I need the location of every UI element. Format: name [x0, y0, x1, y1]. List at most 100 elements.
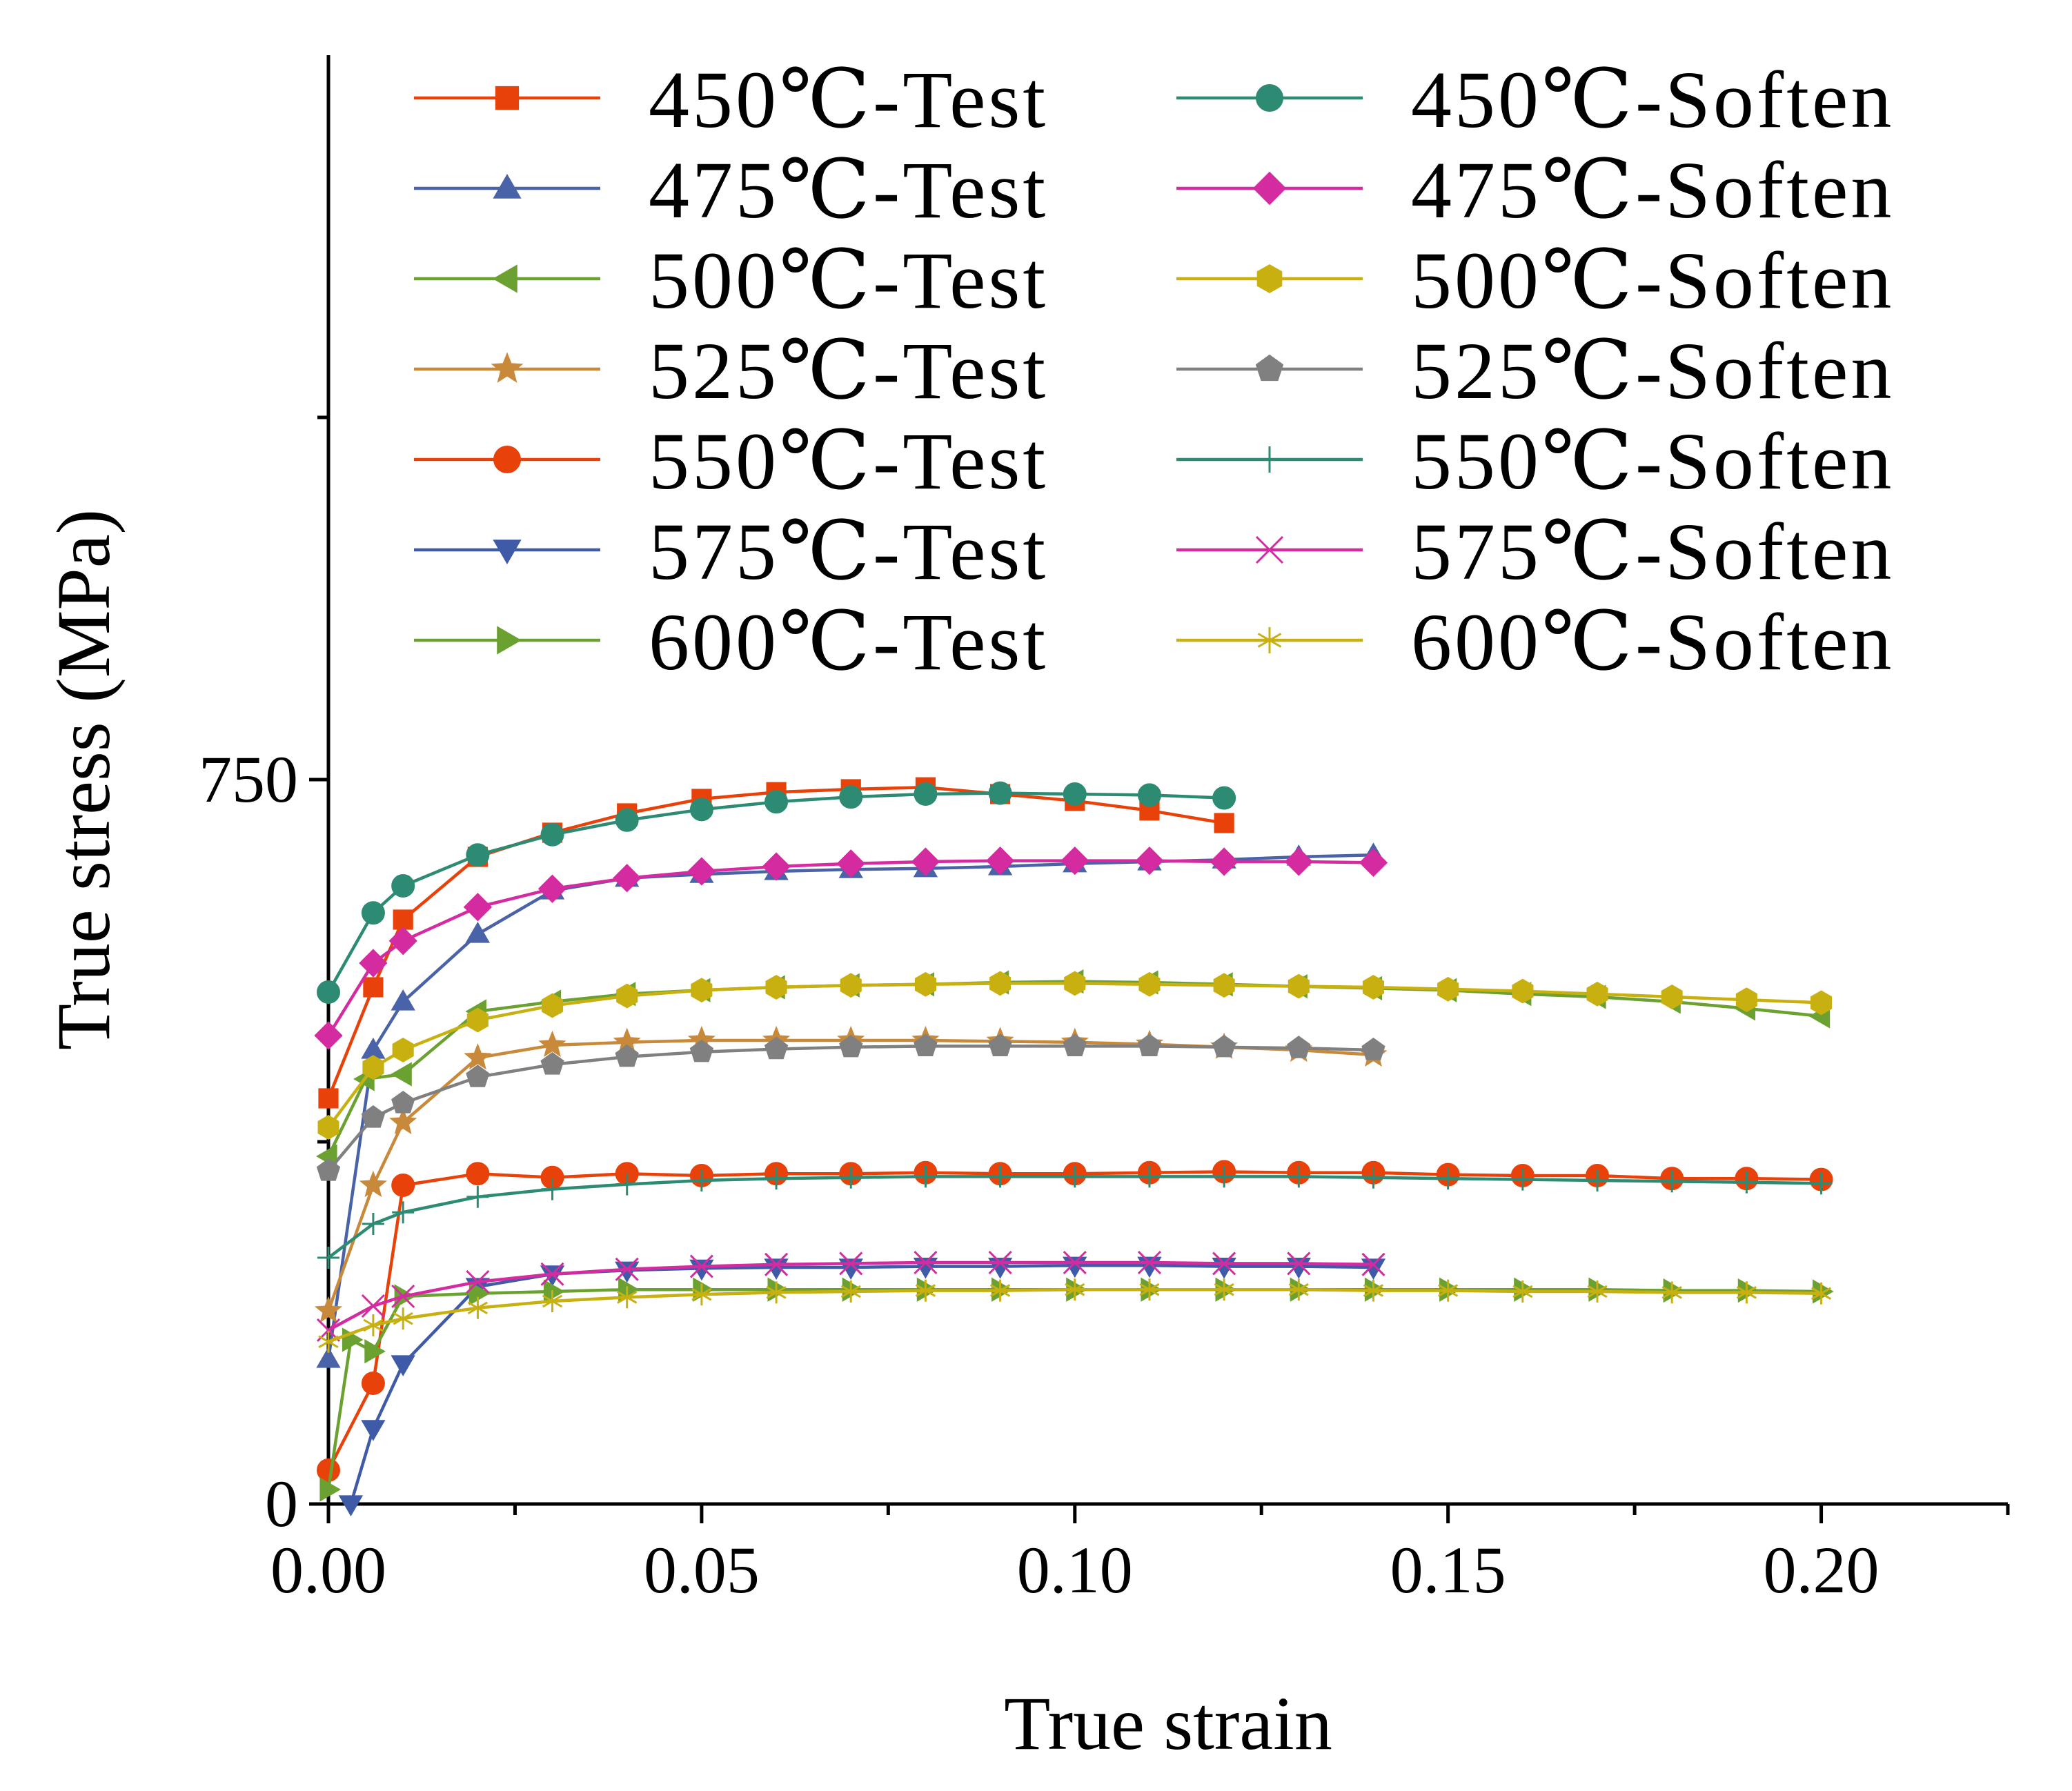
x-tick-label: 0.05	[644, 1533, 760, 1607]
data-point	[543, 1279, 565, 1304]
data-point	[613, 864, 642, 893]
data-point	[314, 1021, 343, 1050]
legend-label: 550℃-Test	[649, 416, 1048, 506]
data-point	[359, 1170, 387, 1198]
data-point	[985, 846, 1015, 875]
data-point	[1361, 1037, 1385, 1060]
data-point	[1212, 1251, 1236, 1276]
legend-label: 450℃-Test	[649, 55, 1048, 145]
data-point	[840, 973, 862, 998]
legend-marker	[497, 626, 522, 655]
data-point	[989, 1279, 1011, 1302]
data-point	[616, 983, 638, 1009]
data-point	[762, 852, 791, 881]
legend-item: 475℃-Soften	[1176, 145, 1891, 235]
data-point	[314, 1296, 343, 1323]
data-point	[1064, 971, 1086, 996]
data-point	[1060, 846, 1089, 875]
series-575c-test	[338, 1256, 1386, 1516]
legend-label: 600℃-Test	[649, 597, 1048, 687]
data-point	[359, 949, 388, 978]
data-point	[466, 843, 490, 867]
y-tick-label: 0	[265, 1467, 298, 1541]
legend-label: 525℃-Soften	[1411, 326, 1894, 416]
data-point	[540, 822, 564, 847]
series-line	[327, 982, 1822, 1129]
legend-label: 575℃-Test	[649, 506, 1048, 597]
data-point	[393, 1307, 413, 1330]
series-line	[349, 1263, 1374, 1505]
data-point	[319, 1477, 342, 1502]
data-point	[361, 1294, 385, 1318]
data-point	[1065, 1278, 1085, 1301]
data-point	[1437, 1167, 1459, 1190]
legend-item: 475℃-Test	[414, 145, 1045, 235]
data-point	[316, 1346, 341, 1368]
data-point	[1213, 973, 1235, 998]
data-point	[989, 971, 1012, 996]
x-axis-title: True strain	[1004, 1681, 1332, 1765]
data-point	[391, 1355, 415, 1376]
data-point	[361, 1420, 386, 1441]
data-point	[1287, 973, 1310, 999]
series-line	[326, 785, 1225, 1099]
data-point	[362, 1213, 384, 1235]
data-point	[839, 1034, 863, 1058]
data-point	[363, 977, 384, 998]
legend-marker	[1255, 535, 1284, 564]
data-point	[318, 1330, 339, 1353]
series-550c-soften	[317, 1165, 1833, 1269]
data-point	[391, 989, 415, 1011]
data-point	[1661, 1281, 1682, 1304]
series-450c-soften	[317, 781, 1236, 1004]
data-point	[1284, 847, 1313, 876]
data-point	[1810, 1282, 1832, 1305]
series-line	[327, 1260, 1374, 1332]
legend-label: 450℃-Soften	[1411, 55, 1894, 145]
data-point	[989, 1165, 1012, 1188]
data-point	[840, 1280, 861, 1303]
series-550c-test	[317, 1160, 1833, 1482]
legend-marker	[1252, 171, 1287, 206]
legend-item: 550℃-Soften	[1176, 416, 1894, 506]
ticks	[309, 415, 2010, 1523]
data-point	[914, 971, 936, 997]
data-point	[1511, 1168, 1534, 1191]
data-point	[764, 790, 789, 814]
data-point	[1138, 1165, 1161, 1188]
data-point	[1359, 848, 1388, 878]
series-line	[327, 1045, 1374, 1172]
data-point	[691, 978, 713, 1003]
data-point	[839, 785, 863, 809]
data-point	[1063, 1165, 1086, 1188]
data-point	[689, 1254, 713, 1278]
legend-label: 525℃-Test	[649, 326, 1048, 416]
data-point	[1135, 846, 1164, 875]
legend-marker	[493, 540, 522, 565]
data-point	[1362, 1166, 1385, 1189]
x-tick-label: 0.10	[1017, 1533, 1133, 1607]
data-point	[363, 1314, 384, 1336]
data-point	[338, 1495, 364, 1516]
data-point	[615, 1257, 639, 1281]
data-point	[364, 1339, 386, 1364]
data-point	[316, 1158, 341, 1181]
data-point	[1587, 1280, 1608, 1303]
data-point	[691, 1283, 712, 1306]
tick-labels: 0.00 0.05 0.10 0.15 0.20 0 750	[199, 742, 1879, 1607]
data-point	[1137, 783, 1161, 807]
data-point	[689, 798, 713, 822]
data-point	[1512, 1280, 1533, 1303]
data-point	[361, 1105, 386, 1128]
data-point	[362, 1055, 384, 1080]
legend-marker	[493, 446, 521, 473]
data-point	[1063, 1250, 1087, 1275]
data-point	[391, 1284, 415, 1309]
data-point	[1214, 1278, 1234, 1301]
data-point	[393, 909, 413, 930]
data-point	[465, 922, 491, 943]
y-axis-title: True stress (MPa)	[41, 509, 126, 1050]
data-point	[466, 1007, 489, 1033]
data-point	[1735, 987, 1757, 1013]
legend-label: 550℃-Soften	[1411, 416, 1894, 506]
